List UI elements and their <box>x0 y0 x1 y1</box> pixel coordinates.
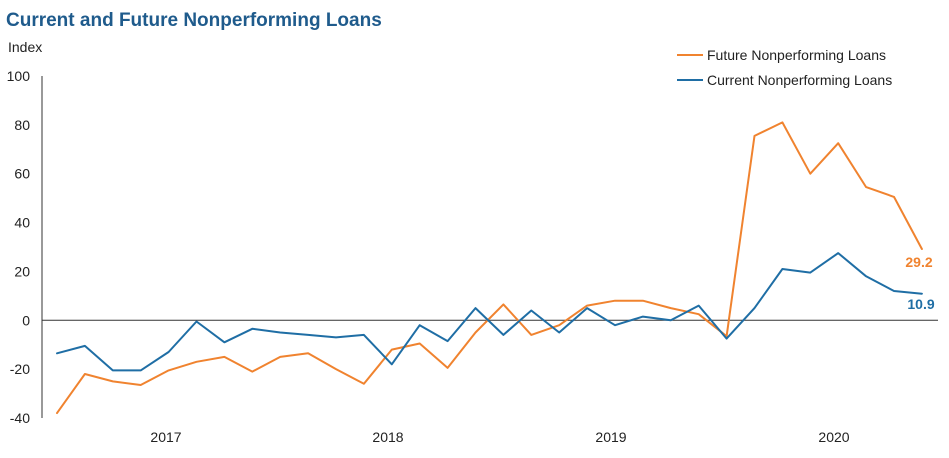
end-labels: 29.2 10.9 <box>905 254 934 312</box>
series-line-future <box>56 121 923 415</box>
y-tick-label: 100 <box>7 68 31 84</box>
legend-label-future: Future Nonperforming Loans <box>707 47 886 63</box>
x-axis: 2017 2018 2019 2020 <box>41 76 938 445</box>
y-tick-label: 80 <box>14 117 30 133</box>
y-tick-label: 40 <box>14 215 30 231</box>
chart-title: Current and Future Nonperforming Loans <box>6 10 382 31</box>
y-axis-label: Index <box>8 39 42 55</box>
y-tick-label: 0 <box>22 312 30 328</box>
y-tick-label: 20 <box>14 263 30 279</box>
end-label-future: 29.2 <box>905 254 932 270</box>
x-tick-label: 2018 <box>372 429 403 445</box>
legend: Future Nonperforming Loans Current Nonper… <box>677 47 892 88</box>
y-tick-label: 60 <box>14 166 30 182</box>
y-tick-label: -20 <box>10 361 30 377</box>
x-tick-label: 2019 <box>595 429 626 445</box>
series-line-current <box>56 252 923 372</box>
end-label-current: 10.9 <box>907 296 934 312</box>
y-axis-ticks: -40 -20 0 20 40 60 80 100 <box>7 68 31 426</box>
x-tick-label: 2020 <box>818 429 849 445</box>
y-tick-label: -40 <box>10 410 30 426</box>
x-tick-label: 2017 <box>150 429 181 445</box>
legend-label-current: Current Nonperforming Loans <box>707 72 892 88</box>
series-layer <box>56 121 923 415</box>
